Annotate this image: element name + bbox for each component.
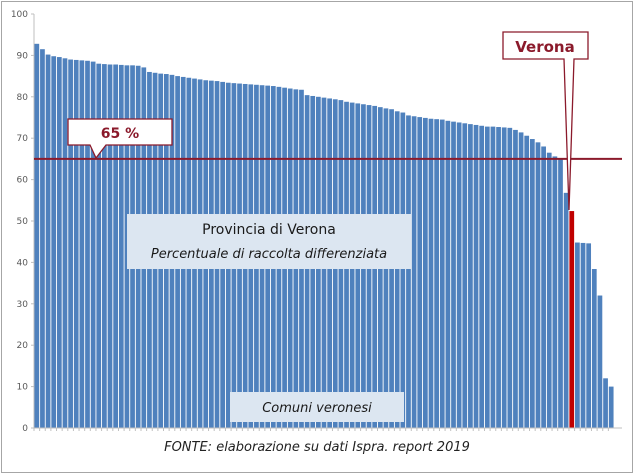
bar: [473, 124, 479, 428]
bar: [603, 378, 608, 428]
bar: [451, 121, 456, 428]
bar: [490, 126, 496, 429]
y-tick-label: 90: [17, 51, 29, 61]
bar: [118, 64, 124, 429]
threshold-callout: 65 %: [67, 118, 173, 160]
bar: [45, 54, 51, 428]
threshold-label: 65 %: [101, 126, 139, 142]
bar: [56, 57, 62, 429]
bar: [484, 126, 490, 429]
y-tick-label: 80: [17, 93, 29, 103]
bar: [428, 118, 434, 429]
bar: [73, 59, 79, 428]
bar: [400, 112, 406, 428]
highlight-label: Verona: [515, 38, 574, 56]
y-tick-label: 0: [22, 424, 28, 434]
bar: [507, 127, 513, 428]
x-axis-label-box: Comuni veronesi: [230, 392, 404, 422]
y-tick-label: 40: [17, 258, 29, 268]
bar: [439, 119, 445, 428]
y-tick-label: 50: [17, 217, 29, 227]
highlight-callout: Verona: [502, 31, 589, 211]
bar: [479, 125, 485, 428]
bar: [51, 56, 57, 428]
bar: [462, 123, 468, 429]
bar: [501, 127, 507, 428]
bar: [124, 65, 130, 428]
bar: [586, 243, 592, 428]
info-box: Provincia di Verona Percentuale di racco…: [127, 214, 411, 269]
bar: [107, 64, 113, 428]
bar: [434, 119, 439, 428]
bar: [85, 60, 90, 428]
bar: [422, 117, 428, 428]
bar: [40, 49, 45, 428]
bar: [591, 269, 597, 428]
bar: [575, 242, 580, 428]
bar: [79, 60, 85, 429]
y-tick-label: 30: [17, 300, 29, 310]
bar: [417, 117, 423, 428]
y-tick-label: 60: [17, 176, 29, 186]
bar: [102, 64, 107, 428]
x-ticks: [33, 428, 609, 431]
y-tick-label: 10: [17, 383, 29, 393]
y-tick-label: 100: [11, 10, 28, 20]
bar: [580, 242, 586, 428]
bar: [535, 142, 541, 428]
bar: [513, 129, 518, 429]
bar: [558, 158, 563, 428]
bar: [563, 192, 569, 428]
bar: [113, 64, 119, 428]
bar: [394, 111, 400, 428]
x-axis-label: Comuni veronesi: [262, 401, 372, 416]
bar: [96, 63, 102, 429]
y-tick-label: 20: [17, 341, 29, 351]
bar: [529, 139, 535, 428]
y-axis: 0 10 20 30 40 50 60 70 80 90 100: [11, 10, 35, 434]
chart-title: Provincia di Verona: [202, 222, 336, 238]
bar: [445, 120, 451, 428]
bar: [406, 115, 411, 429]
bar: [524, 135, 530, 428]
source-note: FONTE: elaborazione su dati Ispra. repor…: [164, 440, 470, 455]
bar: [90, 61, 96, 429]
chart-subtitle: Percentuale di raccolta differenziata: [151, 247, 387, 262]
bar-highlight: [569, 211, 575, 428]
bar: [456, 122, 462, 428]
bar: [411, 116, 417, 428]
bar: [552, 156, 558, 429]
bar: [541, 146, 546, 429]
bar: [518, 132, 524, 428]
bar: [546, 152, 552, 428]
bar: [34, 43, 40, 429]
bar: [468, 124, 473, 429]
bar: [68, 59, 73, 428]
bar: [608, 386, 614, 428]
bar: [496, 127, 501, 429]
bar: [597, 295, 603, 428]
y-tick-label: 70: [17, 134, 29, 144]
bar: [62, 58, 68, 429]
